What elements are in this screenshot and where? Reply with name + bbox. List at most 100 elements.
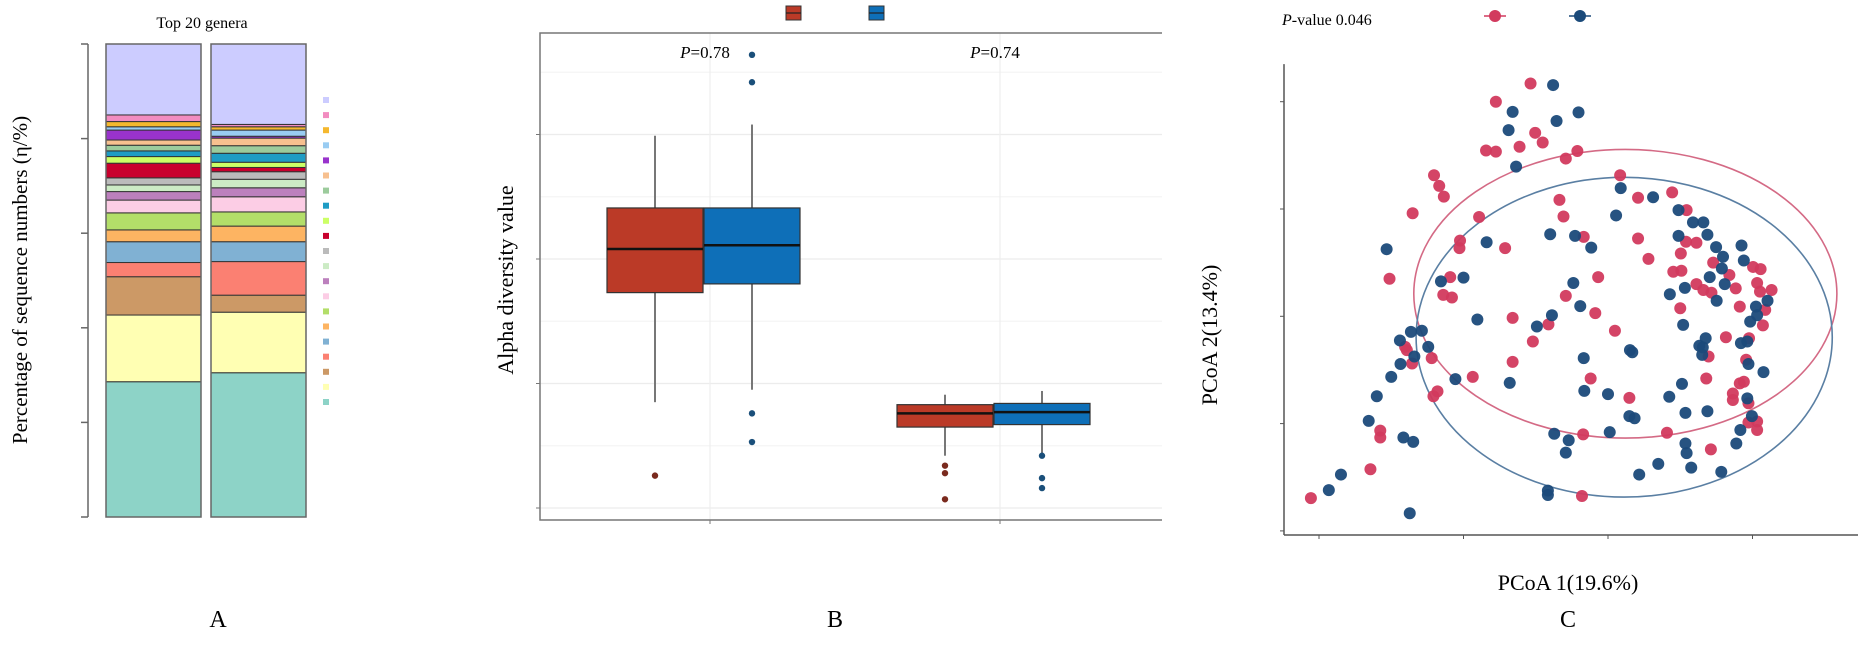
data-point	[1754, 285, 1767, 298]
legend-item-depression	[868, 5, 885, 21]
data-point	[1559, 446, 1572, 459]
data-point	[1364, 463, 1377, 476]
data-point	[1574, 300, 1587, 313]
data-point	[1571, 145, 1584, 158]
bar-segment-paraprevotella	[105, 129, 202, 141]
data-point	[1503, 376, 1516, 389]
legend-item-control	[1484, 10, 1506, 22]
chart-title: Top 20 genera	[156, 15, 247, 32]
bar-stack-control	[105, 43, 202, 518]
data-point	[1672, 229, 1685, 242]
data-point	[1393, 334, 1406, 347]
p-symbol: P	[1281, 12, 1292, 29]
data-point	[1499, 242, 1512, 255]
box	[896, 404, 994, 428]
legend-item	[323, 323, 329, 330]
outlier-point	[941, 469, 949, 477]
p-value-annotations: P=0.78 P=0.74	[679, 43, 1020, 62]
data-point	[1584, 372, 1597, 385]
data-point	[1675, 264, 1688, 277]
data-point	[1559, 289, 1572, 302]
bar-segment-acinetobacter	[105, 162, 202, 179]
bar-segment-alistipes	[210, 241, 307, 263]
bar-segment-acinetobacter	[210, 166, 307, 173]
bar-segment-lachnoclostridium	[105, 139, 202, 146]
data-point	[1529, 126, 1542, 139]
data-point	[1730, 437, 1743, 450]
data-point	[1704, 443, 1717, 456]
data-point	[1741, 335, 1754, 348]
data-point	[1457, 271, 1470, 284]
legend-swatch	[323, 187, 329, 194]
data-point	[1666, 186, 1679, 199]
data-point	[1734, 424, 1747, 437]
data-point	[1707, 256, 1720, 269]
legend	[1484, 10, 1591, 22]
data-point	[1383, 272, 1396, 285]
legend-swatch	[323, 278, 329, 285]
data-point	[1545, 309, 1558, 322]
data-point	[1407, 435, 1420, 448]
points-control	[1304, 77, 1778, 505]
data-point	[1628, 412, 1641, 425]
legend	[323, 97, 329, 405]
p-value: =0.74	[981, 43, 1021, 62]
axes	[536, 32, 1162, 524]
data-point	[1633, 468, 1646, 481]
data-point	[1471, 313, 1484, 326]
data-point	[1466, 370, 1479, 383]
legend-item	[323, 157, 329, 164]
data-point	[1710, 241, 1723, 254]
data-point	[1397, 431, 1410, 444]
bar-segment-ruminococcus	[210, 161, 307, 168]
data-point	[1717, 250, 1730, 263]
box-control-shannon	[606, 135, 704, 479]
data-point	[1304, 492, 1317, 505]
outlier-point	[941, 496, 949, 503]
data-point	[1726, 393, 1739, 406]
data-point	[1647, 191, 1660, 204]
data-point	[1632, 232, 1645, 245]
bar-segment-barnesiella	[210, 145, 307, 154]
p-value: =0.78	[691, 43, 730, 62]
legend-item	[323, 202, 329, 209]
legend-swatch	[323, 399, 329, 405]
data-point	[1334, 468, 1347, 481]
box-control-simpson	[896, 394, 994, 503]
panel-label-c: C	[1560, 607, 1576, 633]
data-point	[1445, 291, 1458, 304]
data-point	[1674, 247, 1687, 260]
legend-item	[323, 112, 329, 119]
data-point	[1603, 426, 1616, 439]
data-point	[1553, 193, 1566, 206]
data-point	[1322, 484, 1335, 497]
data-point	[1735, 239, 1748, 252]
bar-segment-ruminiclostridium	[210, 171, 307, 180]
p-value-title: P-value 0.046	[1281, 12, 1372, 29]
data-point	[1715, 465, 1728, 478]
legend-swatch	[323, 217, 329, 224]
legend-item	[323, 232, 329, 239]
bar-segment-faecalibacterium	[210, 311, 307, 374]
legend-swatch	[323, 263, 329, 270]
legend-swatch	[323, 383, 329, 390]
data-point	[1672, 204, 1685, 217]
data-point	[1433, 179, 1446, 192]
legend-swatch	[323, 157, 329, 164]
legend-item	[323, 97, 329, 103]
data-point	[1703, 271, 1716, 284]
bar-segment-comamonas	[105, 114, 202, 123]
data-point	[1715, 262, 1728, 275]
panel-label-b: B	[827, 607, 843, 633]
bar-segment-eubacterium	[210, 187, 307, 198]
bar-segment-bacteroides	[210, 372, 307, 518]
data-point	[1626, 346, 1639, 359]
data-point	[1380, 243, 1393, 256]
axes	[1280, 64, 1858, 539]
bar-segment-akkermansia	[105, 199, 202, 214]
data-point	[1385, 370, 1398, 383]
data-point	[1480, 144, 1493, 157]
legend-item	[323, 142, 329, 149]
data-point	[1513, 140, 1526, 153]
legend-item	[323, 278, 329, 285]
